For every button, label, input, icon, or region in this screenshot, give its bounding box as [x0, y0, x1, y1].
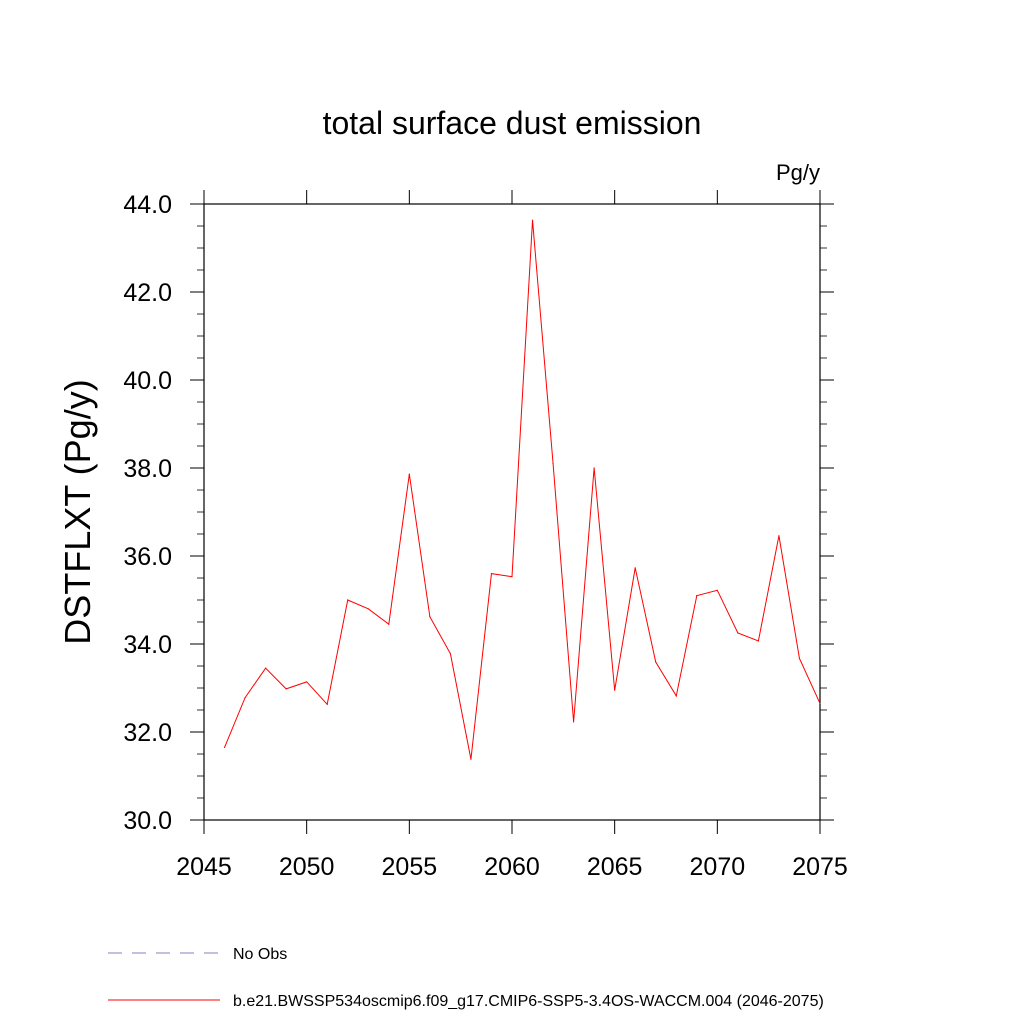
data-point: [675, 695, 677, 697]
legend: No Obs b.e21.BWSSP534oscmip6.f09_g17.CMIP…: [108, 946, 824, 1010]
data-point: [655, 661, 657, 663]
y-tick-label: 42.0: [123, 279, 172, 307]
y-tick-label: 30.0: [123, 807, 172, 835]
data-point: [429, 616, 431, 618]
x-tick-label: 2065: [587, 853, 643, 881]
data-point: [408, 473, 410, 475]
data-point: [798, 657, 801, 660]
data-point: [573, 721, 575, 723]
data-point: [449, 653, 451, 655]
data-point: [696, 595, 698, 597]
data-point: [593, 467, 595, 469]
data-point: [388, 623, 390, 625]
data-point: [552, 463, 554, 465]
data-point: [819, 702, 821, 705]
y-tick-label: 36.0: [123, 543, 172, 571]
data-point: [367, 608, 369, 610]
series-line: [224, 220, 821, 760]
data-point: [223, 746, 226, 749]
chart-title: total surface dust emission: [323, 105, 702, 141]
data-point: [614, 689, 616, 691]
data-point: [306, 681, 308, 683]
data-point: [326, 703, 328, 705]
x-tick-label: 2050: [279, 853, 335, 881]
data-point: [470, 758, 472, 760]
data-point: [265, 667, 267, 669]
legend-label: No Obs: [233, 946, 287, 963]
data-point: [778, 535, 780, 537]
data-point: [490, 573, 493, 575]
y-tick-label: 34.0: [123, 631, 172, 659]
y-axis: 30.0 32.0 34.0 36.0 38.0 40.0 42.0 44.0: [123, 191, 834, 835]
y-tick-label: 44.0: [123, 191, 172, 219]
data-point: [757, 640, 760, 642]
data-point: [244, 697, 246, 699]
units-label: Pg/y: [776, 160, 820, 185]
data-point: [737, 632, 739, 634]
data-point: [716, 589, 718, 591]
x-tick-label: 2045: [176, 853, 232, 881]
data-point: [347, 599, 349, 601]
data-point: [634, 567, 636, 569]
plot-frame: [203, 203, 821, 821]
x-tick-label: 2070: [690, 853, 746, 881]
data-point: [285, 688, 287, 690]
series-layer: [223, 219, 821, 760]
y-tick-label: 38.0: [123, 455, 172, 483]
y-tick-label: 40.0: [123, 367, 172, 395]
x-tick-label: 2075: [792, 853, 848, 881]
y-tick-label: 32.0: [123, 719, 172, 747]
data-point: [531, 219, 534, 221]
legend-label: b.e21.BWSSP534oscmip6.f09_g17.CMIP6-SSP5…: [233, 993, 824, 1010]
data-point: [511, 576, 513, 578]
x-tick-label: 2055: [382, 853, 438, 881]
y-axis-label: DSTFLXT (Pg/y): [57, 379, 98, 644]
x-axis: 2045 2050 2055 2060 2065 2070 2075: [176, 190, 848, 881]
x-tick-label: 2060: [484, 853, 540, 881]
